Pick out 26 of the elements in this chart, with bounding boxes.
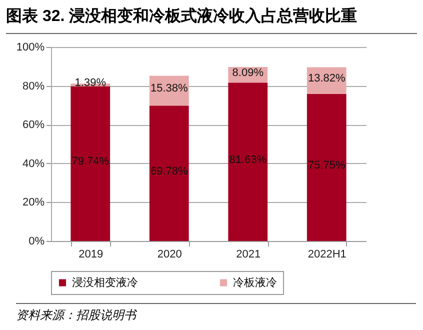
x-tick-label: 2020 <box>157 248 182 260</box>
data-label: 1.39% <box>74 76 106 89</box>
y-tick-label: 0% <box>28 236 45 248</box>
bar <box>149 106 189 241</box>
y-tick-label: 60% <box>22 119 45 132</box>
chart-title: 图表 32. 浸没相变和冷板式液冷收入占总营收比重 <box>6 6 417 34</box>
bar <box>306 94 346 241</box>
data-label: 75.75% <box>308 160 346 172</box>
data-label: 81.63% <box>229 154 267 166</box>
x-tick-label: 2021 <box>236 248 261 260</box>
y-tick-label: 80% <box>22 80 45 92</box>
legend-label: 冷板液冷 <box>233 276 277 289</box>
bar <box>228 82 268 241</box>
y-tick-label: 40% <box>22 158 45 170</box>
y-tick-label: 100% <box>16 42 45 54</box>
bar <box>70 86 110 241</box>
text: 资料来源：招股说明书 <box>16 303 416 324</box>
data-label: 79.74% <box>72 156 110 168</box>
data-label: 15.38% <box>150 82 188 95</box>
x-tick-label: 2022H1 <box>308 248 346 260</box>
data-label: 13.82% <box>308 72 346 85</box>
legend-label: 浸没相变液冷 <box>72 276 138 289</box>
data-label: 8.09% <box>232 66 264 79</box>
x-tick-label: 2019 <box>78 248 104 260</box>
y-tick-label: 20% <box>22 196 45 209</box>
data-label: 69.78% <box>150 165 188 178</box>
